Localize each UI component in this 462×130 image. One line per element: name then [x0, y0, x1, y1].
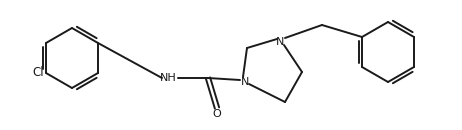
Text: O: O	[213, 109, 221, 119]
Text: N: N	[276, 37, 284, 47]
Text: Cl: Cl	[32, 67, 44, 80]
Text: N: N	[241, 77, 249, 87]
Text: NH: NH	[160, 73, 176, 83]
